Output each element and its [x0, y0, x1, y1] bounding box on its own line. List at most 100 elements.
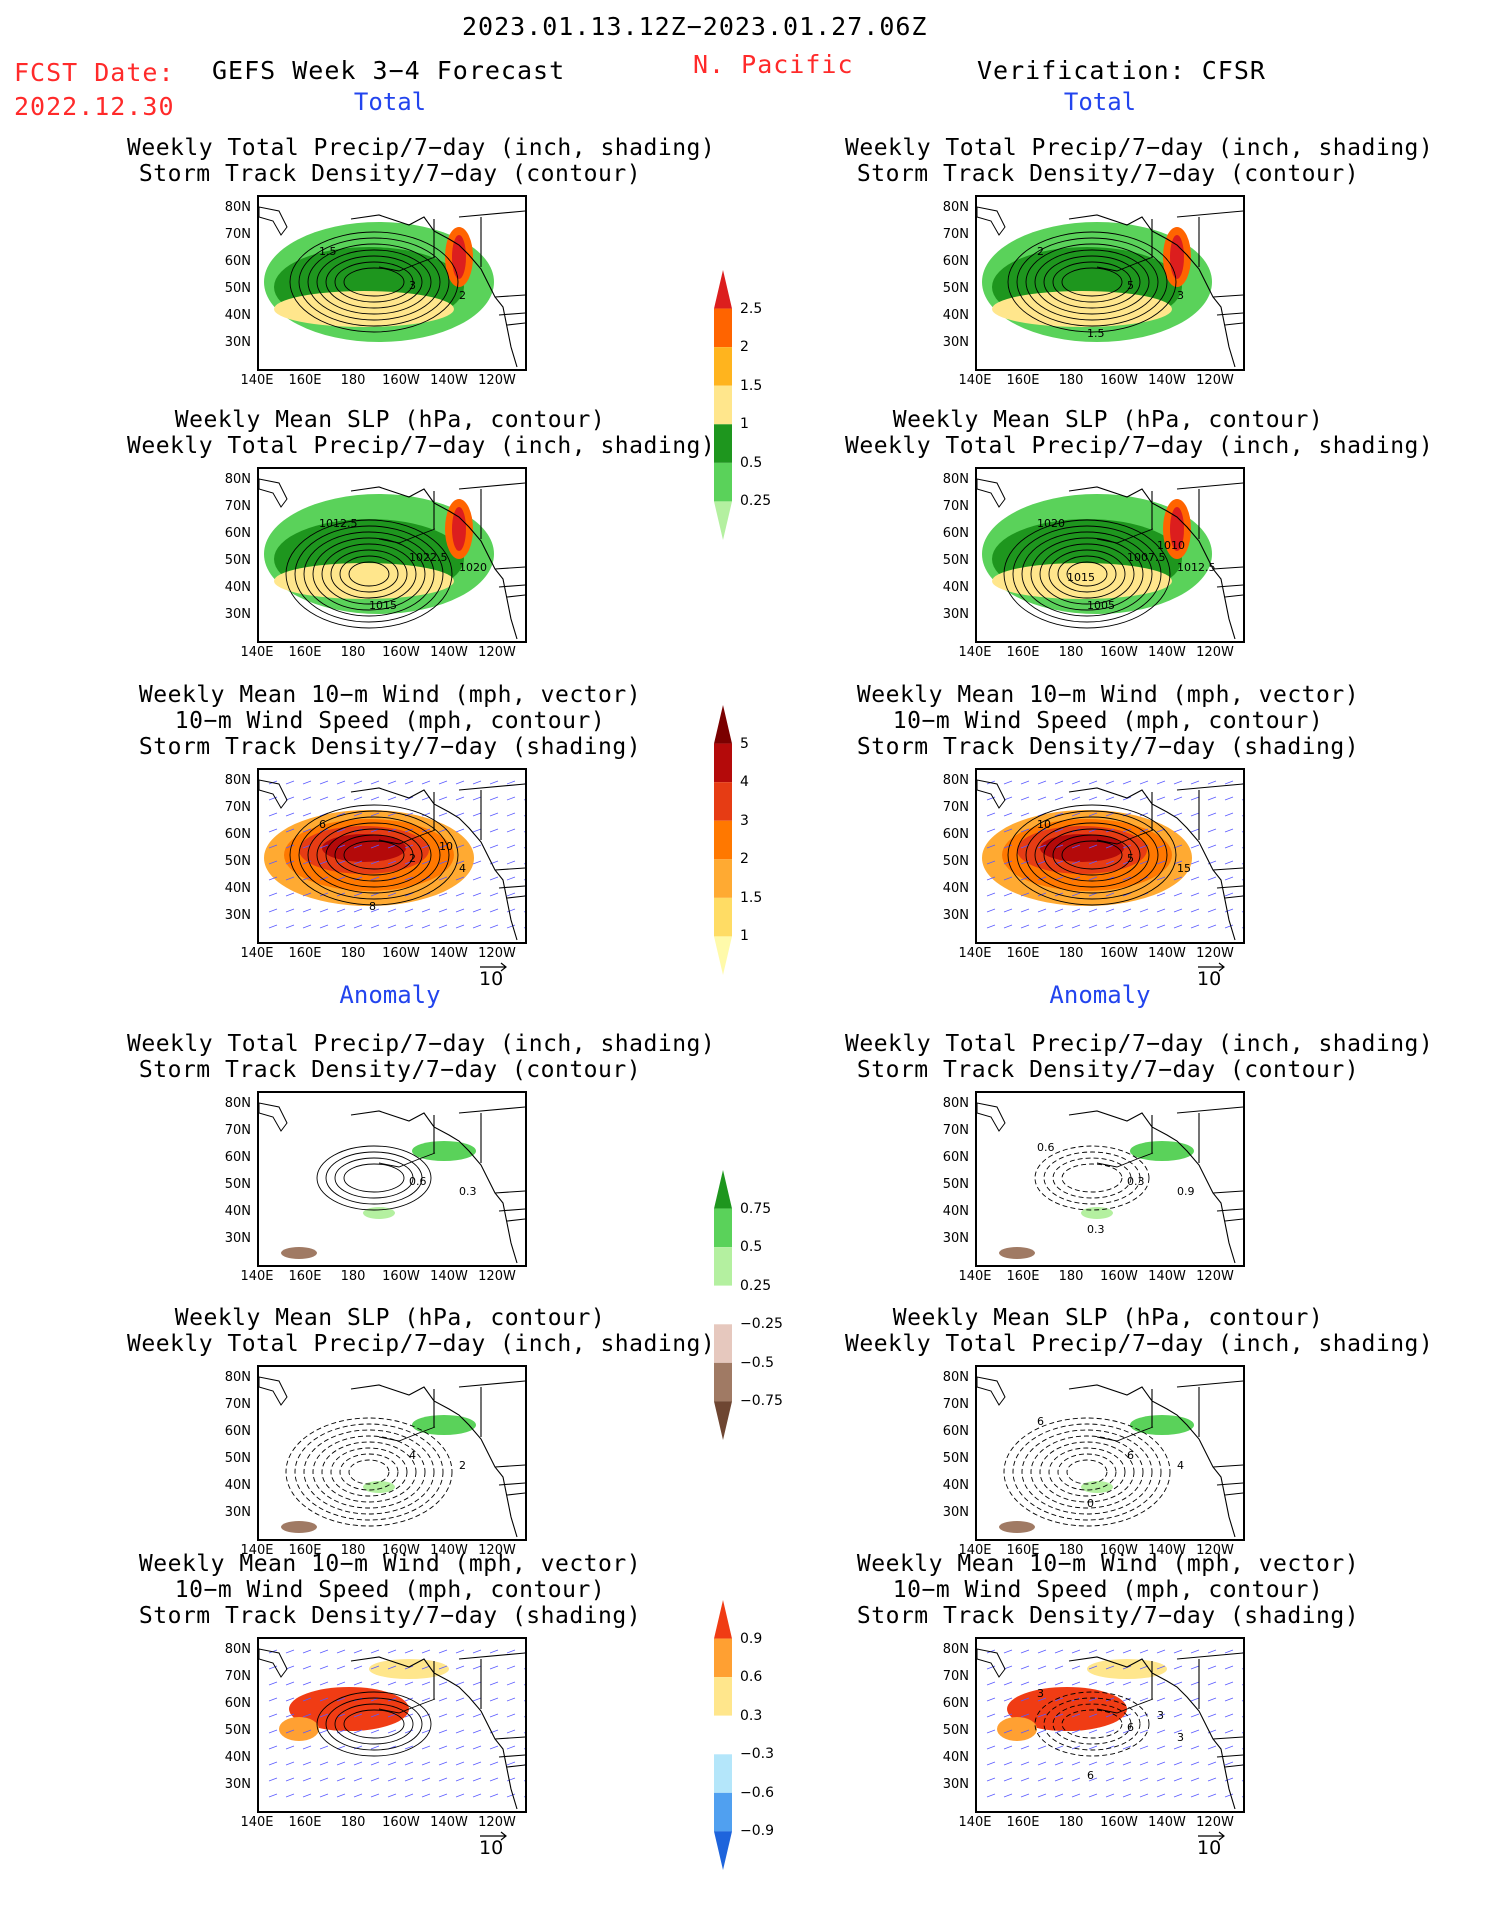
wind-vector: [1003, 828, 1013, 833]
lat-tick-label: 40N: [224, 308, 251, 323]
wind-vector: [1037, 1649, 1047, 1654]
contour-line: [339, 555, 399, 593]
wind-vector: [387, 1713, 397, 1718]
wind-vector: [319, 924, 329, 929]
forecast-anomaly-wind-storm-map: [257, 1637, 527, 1813]
contour-label: 0.3: [1087, 1223, 1105, 1236]
colorbar-swatch: [714, 1170, 732, 1209]
wind-vector: [1088, 1745, 1098, 1750]
wind-vector: [1224, 1649, 1234, 1654]
wind-vector: [489, 1713, 499, 1718]
wind-vector: [370, 908, 380, 913]
wind-vector: [455, 1665, 465, 1670]
wind-vector: [1241, 831, 1243, 833]
lon-tick-label: 160W: [1100, 1543, 1138, 1558]
wind-vector: [1003, 1777, 1013, 1782]
aleutian-chain: [378, 1152, 436, 1168]
colorbar-swatch: [714, 897, 732, 937]
wind-vector: [1003, 812, 1013, 817]
wind-vector: [1241, 927, 1243, 929]
wind-vector: [438, 1793, 448, 1798]
wind-vector: [1207, 1793, 1217, 1798]
wind-vector: [319, 780, 329, 785]
colorbar-tick-label: 1: [740, 416, 749, 433]
panel-title-line: 10−m Wind Speed (mph, contour): [892, 708, 1324, 734]
wind-vector: [1037, 1713, 1047, 1718]
wind-vector: [1071, 812, 1081, 817]
wind-vector: [370, 860, 380, 865]
wind-vector: [506, 892, 516, 897]
wind-vector: [1088, 1777, 1098, 1782]
wind-vector: [1156, 1729, 1166, 1734]
wind-vector: [268, 1697, 278, 1702]
wind-vector: [1105, 892, 1115, 897]
wind-vector: [319, 796, 329, 801]
lat-tick-label: 30N: [942, 1505, 969, 1520]
wind-vector: [1105, 1777, 1115, 1782]
wind-vector: [285, 1697, 295, 1702]
asia-coastline: [259, 1648, 288, 1678]
wind-vector: [1088, 892, 1098, 897]
lat-tick-label: 30N: [224, 335, 251, 350]
north-america-coastline: [350, 1652, 525, 1810]
lat-tick-label: 70N: [224, 800, 251, 815]
panel-title-line: Weekly Mean 10−m Wind (mph, vector): [138, 682, 642, 708]
wind-vector: [421, 1761, 431, 1766]
panel-title-line: Storm Track Density/7−day (shading): [856, 734, 1360, 760]
wind-vector: [353, 1713, 363, 1718]
wind-vector: [1088, 1681, 1098, 1686]
shading: [999, 1415, 1194, 1533]
lat-tick-label: 50N: [942, 553, 969, 568]
contour-label: 3: [1037, 1687, 1044, 1700]
wind-vector: [455, 1745, 465, 1750]
wind-vector: [1105, 924, 1115, 929]
contour-line: [316, 1145, 432, 1211]
wind-vector: [523, 1732, 525, 1734]
colorbar-tick-label: 0.3: [740, 1707, 763, 1724]
wind-vector: [1190, 1761, 1200, 1766]
contour-line: [343, 267, 405, 297]
colorbar-swatch: [714, 1831, 732, 1870]
wind-vector: [285, 780, 295, 785]
aleutian-chain: [378, 256, 436, 272]
wind-vector: [489, 924, 499, 929]
wind-vector: [1037, 892, 1047, 897]
vector-reference-label: 10: [479, 968, 504, 990]
contour-line: [330, 1447, 408, 1497]
north-america-coastline: [1068, 210, 1243, 368]
asia-coastline: [977, 1376, 1006, 1406]
aleutian-chain: [378, 528, 436, 544]
colorbar: [714, 1170, 732, 1440]
wind-vector: [1020, 780, 1030, 785]
contour-line: [325, 255, 423, 309]
verification-total-wind-storm-plot: 5 15 10: [977, 779, 1243, 941]
wind-vector: [1139, 1697, 1149, 1702]
wind-vector: [336, 1713, 346, 1718]
wind-vector: [1003, 844, 1013, 849]
wind-vector: [1037, 1761, 1047, 1766]
wind-vector: [438, 860, 448, 865]
wind-vector: [387, 1649, 397, 1654]
forecast-total-slp-precip-plot: 1022.5 1020 1012.5 1015: [259, 478, 525, 640]
wind-vector: [336, 1649, 346, 1654]
lat-tick-label: 60N: [942, 827, 969, 842]
contour-line: [1052, 1157, 1132, 1199]
wind-vector: [1190, 1777, 1200, 1782]
contour-line: [1043, 1697, 1141, 1751]
lat-tick-label: 70N: [224, 1123, 251, 1138]
wind-vector: [986, 1665, 996, 1670]
lon-tick-label: 120W: [478, 645, 516, 660]
contour-line: [1034, 822, 1150, 888]
storm-max: [322, 834, 406, 862]
wind-vector: [1020, 1697, 1030, 1702]
wind-vector: [438, 908, 448, 913]
wind-vector: [353, 812, 363, 817]
wind-vector: [506, 1777, 516, 1782]
wind-vector: [472, 924, 482, 929]
wind-vector: [336, 1761, 346, 1766]
precip-coastal-max: [452, 507, 466, 551]
wind-vector: [319, 908, 329, 913]
wind-vector: [1003, 892, 1013, 897]
wind-vector: [455, 1777, 465, 1782]
colorbar-swatch: [714, 385, 732, 425]
